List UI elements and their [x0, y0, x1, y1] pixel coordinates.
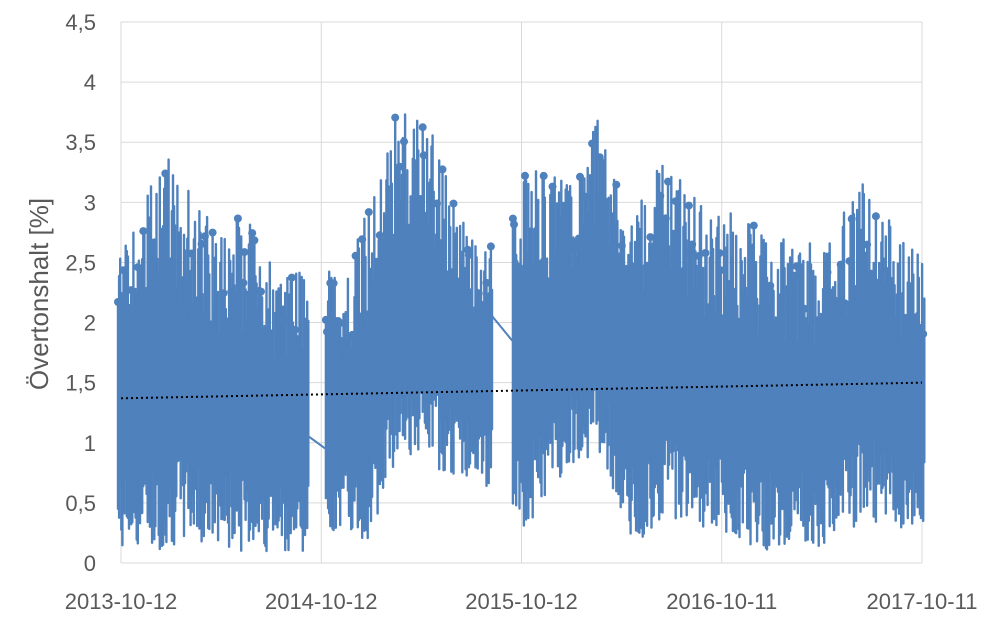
data-point — [257, 287, 265, 296]
data-point — [336, 319, 345, 327]
data-point — [482, 278, 491, 287]
x-tick-label: 2016-10-11 — [666, 589, 777, 614]
x-axis-ticks: 2013-10-12 2014-10-12 2015-10-12 2016-10-11… — [65, 589, 978, 614]
y-tick-label: 1 — [84, 431, 96, 456]
data-point — [287, 273, 296, 282]
data-point — [240, 248, 249, 257]
y-axis-ticks: 0 0,5 1 1,5 2 2,5 3 3,5 4 4,5 — [65, 10, 96, 576]
data-point — [800, 304, 809, 313]
data-point — [521, 171, 529, 180]
x-tick-label: 2017-10-11 — [867, 589, 978, 614]
data-point — [664, 177, 672, 186]
data-series — [114, 113, 928, 553]
x-tick-label: 2015-10-12 — [465, 589, 578, 614]
data-point — [716, 266, 725, 275]
data-point — [449, 199, 458, 208]
data-point — [364, 208, 373, 217]
data-point — [248, 229, 257, 238]
data-point — [208, 228, 217, 237]
data-point — [395, 162, 404, 171]
y-tick-label: 4 — [84, 70, 96, 95]
data-point — [464, 251, 473, 260]
data-point — [419, 151, 428, 160]
y-tick-label: 2 — [84, 311, 96, 336]
data-point — [715, 249, 724, 258]
gap-connector — [308, 435, 327, 450]
y-tick-label: 3 — [84, 190, 96, 215]
trendline — [120, 381, 923, 400]
data-point — [612, 180, 621, 189]
data-point — [438, 165, 447, 174]
x-tick-label: 2014-10-12 — [265, 589, 378, 614]
x-tick-label: 2013-10-12 — [65, 589, 178, 614]
data-point — [684, 201, 693, 210]
y-tick-label: 0 — [84, 551, 96, 576]
data-point — [539, 171, 548, 180]
y-tick-label: 3,5 — [65, 130, 96, 155]
data-point — [646, 233, 655, 242]
data-point — [233, 214, 242, 223]
y-axis-label: Övertonshalt [%] — [24, 198, 54, 390]
y-tick-label: 4,5 — [65, 10, 96, 35]
data-point — [418, 123, 427, 132]
y-tick-label: 0,5 — [65, 491, 96, 516]
data-point — [749, 221, 758, 230]
trendline-path — [120, 381, 923, 400]
data-point — [197, 239, 206, 248]
data-point — [250, 236, 259, 245]
data-point — [486, 242, 495, 251]
gap-connector — [491, 315, 513, 342]
data-point — [871, 212, 880, 221]
y-tick-label: 2,5 — [65, 250, 96, 275]
y-tick-label: 1,5 — [65, 371, 96, 396]
data-point — [391, 113, 400, 122]
